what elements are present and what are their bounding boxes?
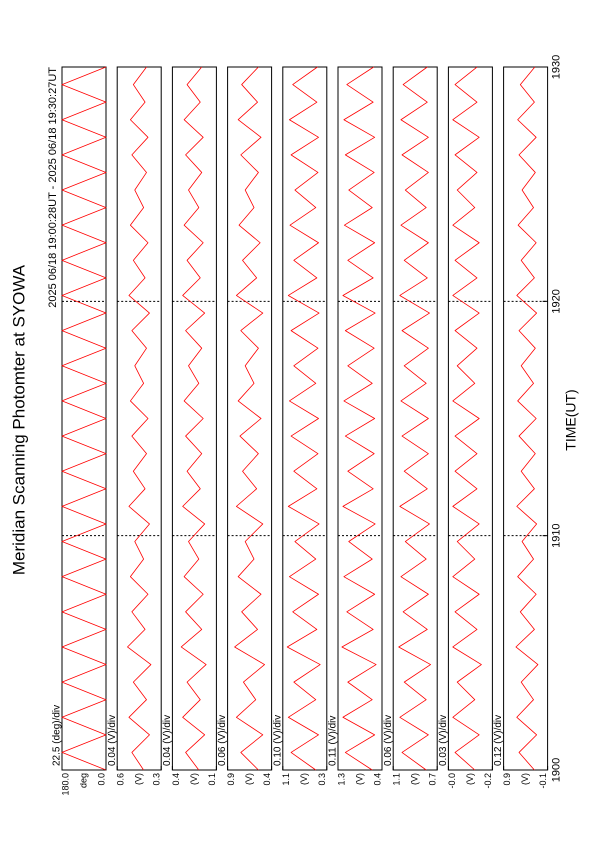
- y-tick-label: 0.6: [116, 773, 126, 786]
- panel-scale: 0.11 (V)/div: [328, 716, 339, 766]
- x-axis-label: TIME(UT): [563, 389, 579, 450]
- y-axis-label: deg: [78, 773, 88, 788]
- trace: [180, 66, 207, 771]
- x-tick-label: 1920: [551, 289, 563, 313]
- y-tick-label: 0.4: [171, 773, 181, 786]
- y-tick-label: 1.1: [392, 773, 402, 786]
- y-tick-label: 0.0: [96, 773, 106, 786]
- panel-scale: 0.12 (V)/div: [493, 715, 504, 766]
- trace: [341, 66, 377, 771]
- panel-scale: 0.10 (V)/div: [272, 715, 283, 766]
- y-tick-label: -0.2: [483, 773, 493, 789]
- y-tick-label: 0.9: [502, 773, 512, 786]
- trace: [398, 66, 431, 771]
- panel-scale: 0.06 (V)/div: [217, 715, 228, 766]
- y-axis-label: (V): [189, 773, 199, 785]
- y-axis-label: (V): [354, 773, 364, 785]
- y-tick-label: 0.4: [262, 773, 272, 786]
- trace: [61, 66, 107, 771]
- panel-frame: [116, 66, 162, 771]
- y-tick-label: 0.4: [372, 773, 382, 786]
- panel-frame: [447, 66, 493, 771]
- y-axis-label: (V): [244, 773, 254, 785]
- y-tick-label: -0.1: [538, 773, 548, 789]
- trace: [286, 66, 321, 771]
- panel-scale: 0.04 (V)/div: [107, 715, 118, 766]
- y-axis-label: (V): [134, 773, 144, 785]
- x-tick-label: 1910: [551, 523, 563, 547]
- y-tick-label: 1.1: [281, 773, 291, 786]
- panel-frame: [171, 66, 217, 771]
- panel-scale: 0.06 (V)/div: [383, 715, 394, 766]
- trace: [234, 66, 265, 771]
- panel-frame: [61, 66, 107, 771]
- y-tick-label: 0.7: [428, 773, 438, 786]
- period: 2025 06/18 19:00:28UT - 2025 06/18 19:30…: [47, 67, 59, 308]
- panel-frame: [227, 66, 273, 771]
- x-tick-label: 1900: [551, 758, 563, 782]
- y-tick-label: -0.0: [447, 773, 457, 789]
- y-axis-label: (V): [520, 773, 530, 785]
- panel-scale: 22.5 (deg)/div: [52, 705, 63, 766]
- y-tick-label: 180.0: [60, 773, 70, 796]
- y-axis-label: (V): [410, 773, 420, 785]
- trace: [127, 66, 152, 771]
- x-tick-label: 1930: [551, 55, 563, 79]
- y-axis-label: (V): [299, 773, 309, 785]
- y-tick-label: 0.1: [207, 773, 217, 786]
- chart: Meridian Scanning Photomter at SYOWA 202…: [9, 55, 578, 796]
- y-tick-label: 0.3: [317, 773, 327, 786]
- trace: [515, 66, 539, 771]
- y-axis-label: (V): [465, 773, 475, 785]
- chart-title: Meridian Scanning Photomter at SYOWA: [9, 264, 28, 575]
- panel-frame: [503, 66, 549, 771]
- panel-scale: 0.03 (V)/div: [438, 715, 449, 766]
- y-tick-label: 1.3: [336, 773, 346, 786]
- trace: [452, 66, 482, 771]
- panel-scale: 0.04 (V)/div: [162, 715, 173, 766]
- y-tick-label: 0.3: [152, 773, 162, 786]
- y-tick-label: 0.9: [226, 773, 236, 786]
